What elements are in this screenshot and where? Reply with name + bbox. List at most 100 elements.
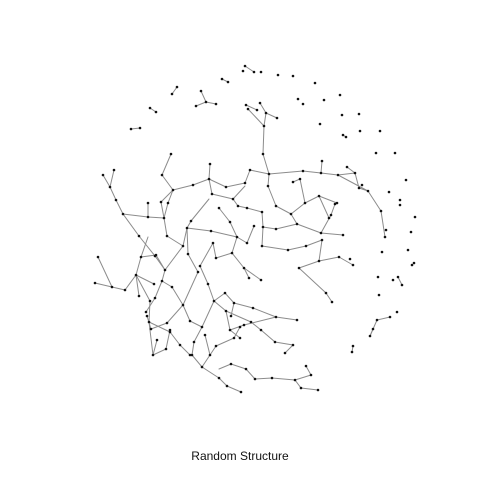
graph-edge	[102, 174, 111, 188]
graph-edge	[171, 286, 184, 306]
graph-node	[260, 210, 264, 214]
graph-edge	[225, 182, 246, 188]
graph-edge	[330, 203, 336, 216]
graph-node	[188, 353, 192, 357]
graph-node	[226, 80, 230, 84]
graph-edge	[263, 112, 267, 127]
graph-node	[377, 293, 381, 297]
graph-edge	[244, 169, 251, 184]
graph-node	[229, 314, 233, 318]
graph-node	[336, 173, 340, 177]
graph-node	[239, 390, 243, 394]
graph-node	[316, 388, 320, 392]
graph-node	[410, 263, 414, 267]
graph-node	[291, 74, 295, 78]
graph-node	[406, 248, 410, 252]
graph-node	[345, 165, 349, 169]
graph-node	[398, 198, 402, 202]
graph-node	[164, 347, 168, 351]
graph-edge	[261, 211, 264, 228]
graph-edge	[337, 172, 356, 176]
graph-node	[241, 69, 245, 73]
graph-node	[206, 282, 210, 286]
graph-node	[358, 129, 362, 133]
graph-edge	[245, 368, 256, 380]
graph-edge	[201, 366, 220, 379]
graph-node	[145, 314, 149, 318]
graph-edge	[243, 267, 262, 281]
graph-edge	[246, 225, 255, 244]
graph-edge	[215, 337, 235, 347]
graph-node	[168, 328, 172, 332]
graph-edge	[135, 274, 151, 302]
graph-edge	[193, 326, 203, 343]
graph-node	[108, 185, 112, 189]
graph-edge	[320, 160, 323, 174]
graph-node	[225, 384, 229, 388]
graph-node	[121, 212, 125, 216]
graph-node	[129, 127, 133, 131]
graph-edge	[109, 186, 117, 201]
graph-node	[217, 376, 221, 380]
graph-node	[274, 315, 278, 319]
graph-node	[247, 276, 251, 280]
graph-edge	[254, 377, 273, 380]
graph-edge	[209, 345, 217, 356]
graph-node	[274, 204, 278, 208]
graph-edge	[397, 276, 403, 286]
graph-node	[275, 116, 279, 120]
graph-edge	[200, 90, 207, 103]
graph-edges	[94, 65, 403, 393]
graph-node	[348, 257, 352, 261]
graph-edge	[290, 213, 298, 225]
graph-node	[244, 103, 248, 107]
graph-node	[391, 278, 395, 282]
graph-edge	[212, 242, 217, 259]
graph-edge	[148, 321, 171, 333]
graph-node	[378, 129, 382, 133]
graph-edge	[122, 213, 140, 237]
graph-edge	[271, 377, 296, 381]
graph-node	[155, 338, 159, 342]
graph-edge	[225, 310, 252, 323]
graph-edge	[318, 239, 323, 262]
graph-edge	[237, 205, 248, 209]
graph-edge	[145, 297, 156, 313]
graph-edge	[161, 280, 173, 288]
graph-edge	[205, 101, 217, 105]
graph-node	[248, 168, 252, 172]
graph-node	[228, 220, 232, 224]
graph-node	[154, 110, 158, 114]
graph-edge	[169, 331, 181, 346]
graph-edge	[190, 198, 210, 222]
graph-edge	[245, 104, 258, 111]
graph-edge	[259, 102, 267, 114]
graph-node	[101, 173, 105, 177]
graph-edge	[261, 226, 264, 247]
graph-edge	[233, 326, 241, 339]
graph-edge	[244, 65, 255, 73]
graph-node	[230, 251, 234, 255]
graph-edge	[367, 190, 382, 212]
graph-edge	[298, 260, 320, 269]
graph-node	[260, 244, 264, 248]
graph-edge	[172, 184, 194, 191]
graph-node	[123, 288, 127, 292]
graph-node	[395, 310, 399, 314]
graph-node	[171, 188, 175, 192]
graph-edge	[224, 292, 235, 304]
graph-node	[208, 162, 212, 166]
graph-edge	[135, 274, 155, 285]
graph-edge	[249, 169, 270, 175]
graph-node	[170, 285, 174, 289]
graph-edge	[232, 185, 246, 200]
graph-node	[134, 273, 138, 277]
graph-node	[329, 213, 333, 217]
graph-edge	[252, 307, 277, 318]
graph-node	[137, 234, 141, 238]
graph-node	[270, 376, 274, 380]
graph-edge	[325, 292, 333, 303]
graph-edge	[305, 365, 312, 376]
graph-node	[350, 350, 354, 354]
graph-node	[204, 100, 208, 104]
